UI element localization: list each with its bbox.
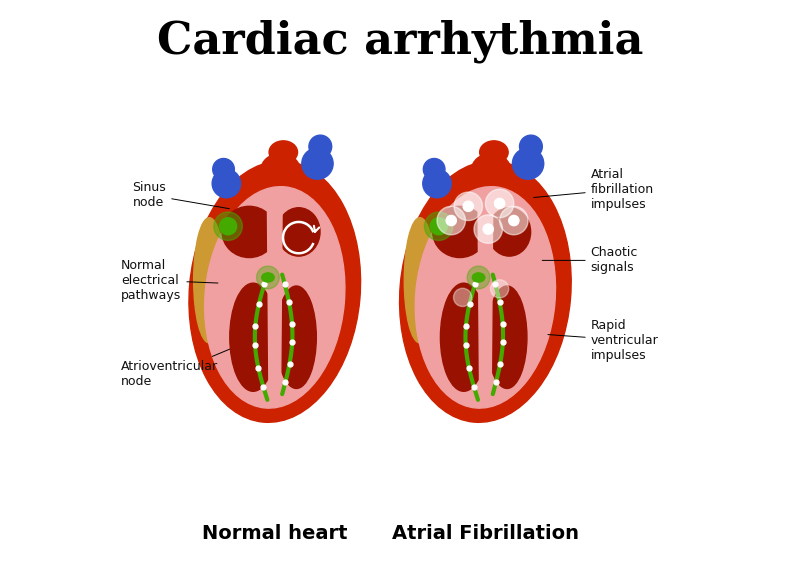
Ellipse shape: [433, 206, 487, 257]
Circle shape: [467, 266, 490, 289]
Ellipse shape: [488, 208, 530, 256]
Ellipse shape: [222, 206, 276, 257]
Ellipse shape: [189, 161, 361, 422]
Circle shape: [500, 206, 528, 235]
Text: Chaotic
signals: Chaotic signals: [542, 247, 638, 275]
Ellipse shape: [261, 154, 300, 185]
Ellipse shape: [422, 169, 451, 198]
Ellipse shape: [472, 154, 510, 185]
Text: Normal
electrical
pathways: Normal electrical pathways: [121, 259, 218, 302]
Circle shape: [425, 212, 453, 240]
Circle shape: [463, 201, 474, 212]
Circle shape: [490, 280, 509, 298]
Circle shape: [486, 189, 514, 218]
Circle shape: [214, 212, 242, 240]
Ellipse shape: [302, 148, 333, 179]
Ellipse shape: [404, 218, 435, 343]
Ellipse shape: [513, 148, 544, 179]
Text: Atrial Fibrillation: Atrial Fibrillation: [392, 524, 579, 543]
Ellipse shape: [262, 273, 274, 282]
Polygon shape: [478, 201, 493, 406]
Ellipse shape: [277, 286, 316, 388]
Ellipse shape: [205, 186, 345, 408]
Text: Atrial
fibrillation
impulses: Atrial fibrillation impulses: [534, 168, 654, 210]
Circle shape: [509, 216, 519, 226]
Circle shape: [219, 218, 237, 235]
Text: Atrioventricular
node: Atrioventricular node: [121, 347, 235, 388]
Ellipse shape: [309, 135, 332, 158]
Circle shape: [430, 218, 447, 235]
Polygon shape: [267, 201, 282, 406]
Ellipse shape: [415, 186, 555, 408]
Ellipse shape: [399, 161, 571, 422]
Ellipse shape: [519, 135, 542, 158]
Ellipse shape: [487, 286, 527, 388]
Ellipse shape: [213, 158, 234, 180]
Ellipse shape: [441, 283, 487, 391]
Circle shape: [483, 224, 494, 234]
Circle shape: [454, 192, 482, 221]
Text: Cardiac arrhythmia: Cardiac arrhythmia: [157, 19, 643, 63]
Text: Sinus
node: Sinus node: [133, 181, 230, 209]
Ellipse shape: [278, 208, 320, 256]
Circle shape: [454, 288, 472, 307]
Ellipse shape: [194, 218, 225, 343]
Ellipse shape: [480, 141, 508, 164]
Ellipse shape: [269, 141, 298, 164]
Ellipse shape: [423, 158, 445, 180]
Ellipse shape: [212, 169, 241, 198]
Ellipse shape: [230, 283, 277, 391]
Circle shape: [437, 206, 466, 235]
Circle shape: [257, 266, 279, 289]
Text: Normal heart: Normal heart: [202, 524, 347, 543]
Ellipse shape: [472, 273, 485, 282]
Circle shape: [446, 216, 456, 226]
Circle shape: [494, 198, 505, 209]
Text: Rapid
ventricular
impulses: Rapid ventricular impulses: [548, 319, 658, 362]
Circle shape: [474, 215, 502, 243]
